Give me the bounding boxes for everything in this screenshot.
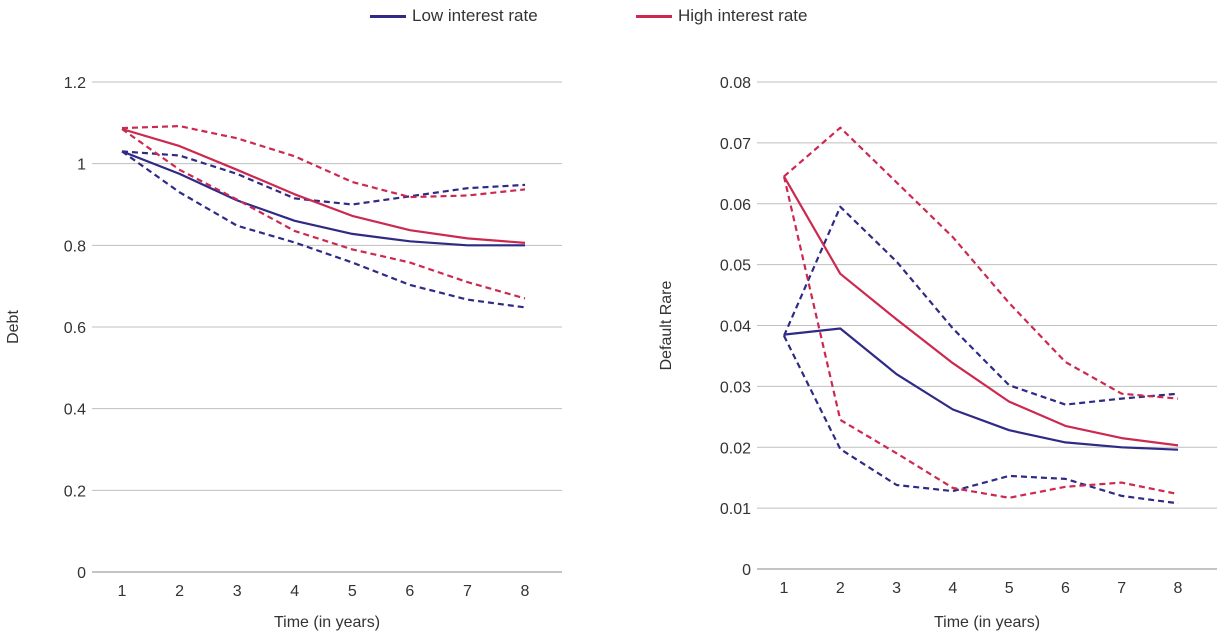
x-axis-label: Time (in years) bbox=[934, 614, 1040, 631]
x-tick-label: 5 bbox=[1005, 580, 1014, 597]
x-tick-label: 4 bbox=[290, 583, 299, 600]
y-tick-label: 0.02 bbox=[720, 440, 751, 457]
y-axis-label: Debt bbox=[5, 310, 22, 344]
y-tick-label: 0.06 bbox=[720, 197, 751, 214]
x-tick-label: 6 bbox=[1061, 580, 1070, 597]
y-tick-label: 0.08 bbox=[720, 75, 751, 92]
series-line-high-solid-3 bbox=[783, 175, 1179, 447]
series-line-low-solid-0 bbox=[121, 150, 525, 247]
y-tick-label: 0 bbox=[742, 562, 751, 579]
series-line-low-dashed-2 bbox=[121, 150, 526, 309]
y-tick-label: 1.2 bbox=[64, 75, 86, 92]
x-tick-label: 8 bbox=[521, 583, 530, 600]
legend-swatch-low bbox=[370, 14, 406, 18]
legend-label-low: Low interest rate bbox=[412, 6, 538, 25]
legend-item-high: High interest rate bbox=[636, 6, 807, 26]
x-tick-label: 1 bbox=[780, 580, 789, 597]
y-axis-label: Default Rare bbox=[658, 280, 675, 370]
series-line-high-dashed-5 bbox=[782, 176, 1179, 499]
y-tick-label: 0.01 bbox=[720, 501, 751, 518]
legend-item-low: Low interest rate bbox=[370, 6, 538, 26]
y-tick-label: 0.6 bbox=[64, 320, 86, 337]
x-tick-label: 3 bbox=[892, 580, 901, 597]
x-tick-label: 6 bbox=[405, 583, 414, 600]
debt-chart: 0 0.2 0.4 0.6 0.8 1 1.2 1 2 3 4 5 6 7 8 Time (in years)… bbox=[5, 75, 562, 631]
y-tick-label: 0.4 bbox=[64, 402, 86, 419]
x-tick-label: 5 bbox=[348, 583, 357, 600]
x-tick-label: 7 bbox=[463, 583, 472, 600]
legend-swatch-high bbox=[636, 14, 672, 18]
y-tick-label: 0 bbox=[77, 565, 86, 582]
series-line-high-dashed-4 bbox=[783, 126, 1179, 400]
legend-label-high: High interest rate bbox=[678, 6, 808, 25]
y-tick-label: 0.8 bbox=[64, 238, 86, 255]
series-line-low-dashed-1 bbox=[121, 150, 526, 206]
series-line-high-solid-3 bbox=[121, 127, 526, 244]
x-tick-label: 8 bbox=[1174, 580, 1183, 597]
x-tick-label: 7 bbox=[1117, 580, 1126, 597]
series-line-low-solid-0 bbox=[783, 327, 1179, 451]
x-tick-label: 4 bbox=[948, 580, 957, 597]
chart-legend: Low interest rate High interest rate bbox=[0, 6, 1218, 30]
x-tick-label: 2 bbox=[175, 583, 184, 600]
y-tick-label: 0.04 bbox=[720, 319, 751, 336]
y-tick-label: 0.2 bbox=[64, 483, 86, 500]
y-tick-label: 0.05 bbox=[720, 258, 751, 275]
x-tick-label: 3 bbox=[233, 583, 242, 600]
default-rate-chart: 0 0.01 0.02 0.03 0.04 0.05 0.06 0.07 0.08 1 2 3 4 5 6 7… bbox=[658, 75, 1217, 631]
series-line-low-dashed-2 bbox=[783, 335, 1179, 505]
series-line-low-dashed-1 bbox=[782, 205, 1179, 406]
y-tick-label: 0.03 bbox=[720, 379, 751, 396]
y-tick-label: 1 bbox=[77, 157, 86, 174]
y-tick-label: 0.07 bbox=[720, 136, 751, 153]
x-axis-label: Time (in years) bbox=[274, 614, 380, 631]
series-line-high-dashed-4 bbox=[121, 124, 526, 199]
x-tick-label: 2 bbox=[836, 580, 845, 597]
x-tick-label: 1 bbox=[118, 583, 127, 600]
series-line-high-dashed-5 bbox=[121, 128, 526, 300]
